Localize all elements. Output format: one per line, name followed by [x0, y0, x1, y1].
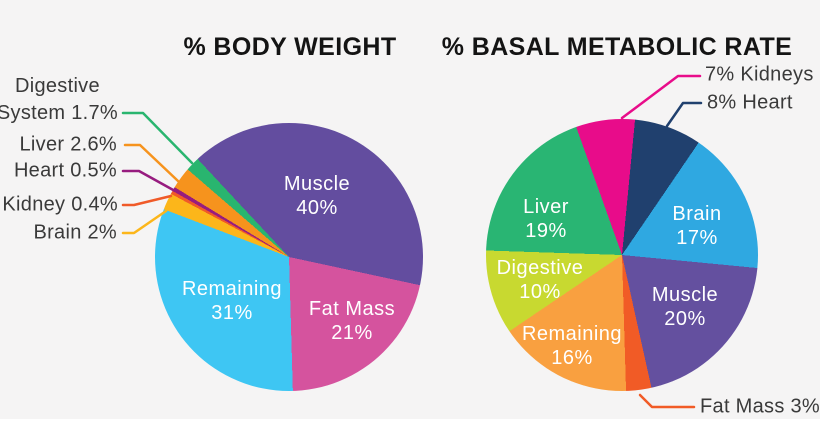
slice-percent: 10%: [519, 281, 561, 303]
body-weight-pie-chart: [155, 123, 423, 391]
connector-liver: [123, 143, 180, 183]
slice-percent: 21%: [331, 322, 373, 344]
slice-name: Remaining: [521, 323, 623, 345]
legend-heart: Heart 0.5%: [13, 159, 117, 182]
connector-digestive-system: [121, 111, 194, 165]
slice-label-remaining-bmr: Remaining 16%: [522, 322, 622, 370]
connector-fat-mass-bmr: [638, 393, 696, 409]
slice-percent: 20%: [664, 308, 706, 330]
slice-name: Digestive: [496, 257, 584, 279]
slice-label-fat-mass-bw: Fat Mass 21%: [309, 297, 395, 345]
slice-percent: 19%: [525, 220, 567, 242]
bottom-white-strip: [0, 419, 820, 427]
connector-heart-bmr: [665, 101, 703, 128]
slice-percent: 31%: [211, 302, 253, 324]
slice-label-brain-bmr: Brain 17%: [672, 202, 721, 250]
connector-kidney: [121, 194, 173, 207]
slice-percent: 17%: [676, 227, 718, 249]
connector-kidneys-bmr: [620, 74, 702, 120]
slice-name: Liver: [523, 196, 569, 218]
legend-digestive-system: Digestive System 1.7%: [0, 73, 118, 127]
legend-liver: Liver 2.6%: [19, 133, 117, 156]
connector-heart: [121, 169, 177, 193]
legend-brain: Brain 2%: [33, 221, 117, 244]
slice-percent: 40%: [296, 197, 338, 219]
basal-metabolic-rate-pie-chart: [486, 119, 758, 391]
legend-kidneys: 7% Kidneys: [705, 63, 814, 86]
slice-name: Muscle: [283, 173, 351, 195]
legend-fat-mass: Fat Mass 3%: [700, 395, 820, 418]
legend-line: System 1.7%: [0, 102, 118, 124]
slice-label-digestive-bmr: Digestive 10%: [497, 256, 584, 304]
slice-label-muscle-bmr: Muscle 20%: [652, 283, 718, 331]
slice-label-remaining-bw: Remaining 31%: [182, 277, 282, 325]
basal-metabolic-rate-chart-title: % BASAL METABOLIC RATE: [441, 33, 793, 61]
legend-heart-bmr: 8% Heart: [707, 91, 793, 114]
slice-label-muscle-bw: Muscle 40%: [284, 172, 350, 220]
body-weight-chart-title: % BODY WEIGHT: [183, 33, 397, 61]
slice-name: Muscle: [651, 284, 719, 306]
slice-name: Fat Mass: [308, 298, 396, 320]
legend-kidney: Kidney 0.4%: [2, 193, 118, 216]
slice-name: Remaining: [181, 278, 283, 300]
slice-label-liver-bmr: Liver 19%: [523, 195, 569, 243]
slice-percent: 16%: [551, 347, 593, 369]
slice-name: Brain: [672, 203, 722, 225]
legend-line: Digestive: [14, 75, 100, 97]
